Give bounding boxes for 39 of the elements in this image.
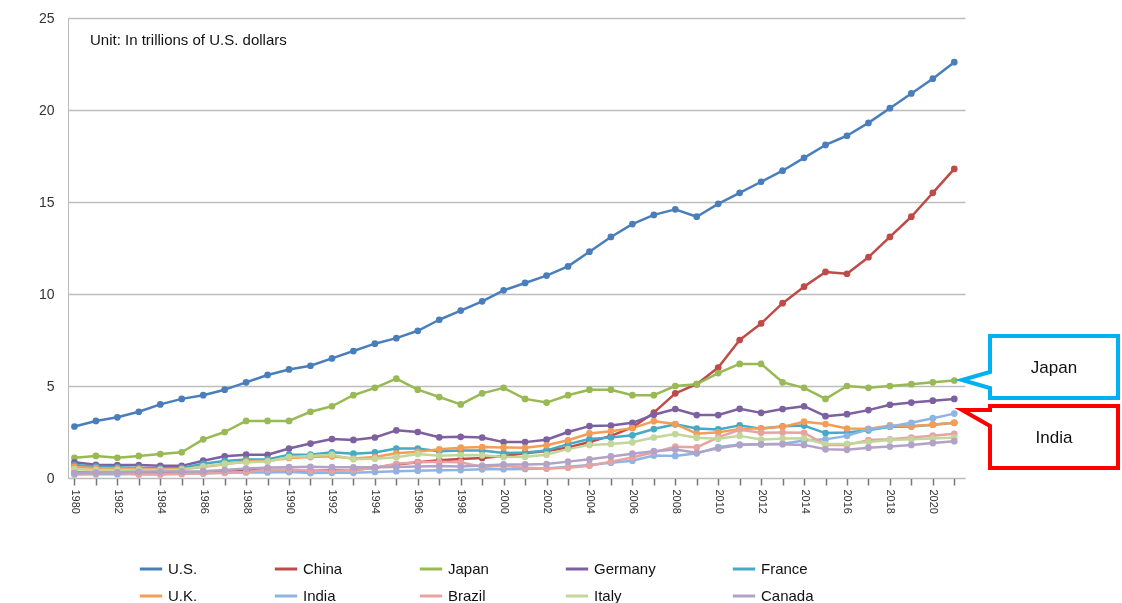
legend-label: Canada [761,587,815,603]
x-tick-label: 2020 [928,489,941,514]
x-tick-label: 2000 [499,489,512,514]
x-tick-label: 2018 [885,489,898,514]
x-tick-label: 1986 [198,489,211,514]
legend-label: India [303,587,337,603]
x-tick-label: 1990 [284,489,297,514]
text: India [1035,428,1073,447]
x-tick-label: 1992 [327,489,340,514]
annotation: Unit: In trillions of U.S. dollars [90,31,287,48]
x-tick-label: 2008 [670,489,683,514]
x-tick-label: 1988 [241,489,254,514]
legend-label: U.K. [168,587,198,603]
x-tick-label: 2014 [799,489,812,514]
x-tick-label: 1998 [456,489,469,514]
x-tick-label: 1994 [370,489,383,514]
x-tick-label: 1980 [69,489,82,514]
x-tick-label: 2010 [713,489,726,514]
x-tick-label: 2006 [627,489,640,514]
legend-label: Japan [448,560,489,577]
x-tick-label: 2016 [842,489,855,514]
y-tick-label: 0 [46,469,55,486]
legend-label: U.S. [168,560,198,577]
y-tick-label: 5 [46,377,55,394]
x-tick-label: 1984 [155,489,168,514]
legend-label: Brazil [448,587,486,603]
x-tick-label: 1982 [112,489,125,514]
y-tick-label: 20 [38,101,55,118]
text: Japan [1030,358,1078,377]
legend-label: Germany [594,560,657,577]
x-tick-label: 2012 [756,489,769,514]
legend-label: France [761,560,808,577]
x-tick-label: 2004 [584,489,597,514]
y-tick-label: 25 [38,9,55,26]
y-tick-label: 15 [38,193,55,210]
x-tick-label: 2002 [542,489,555,514]
y-tick-label: 10 [38,285,55,302]
legend-label: China [303,560,343,577]
x-tick-label: 1996 [413,489,426,514]
